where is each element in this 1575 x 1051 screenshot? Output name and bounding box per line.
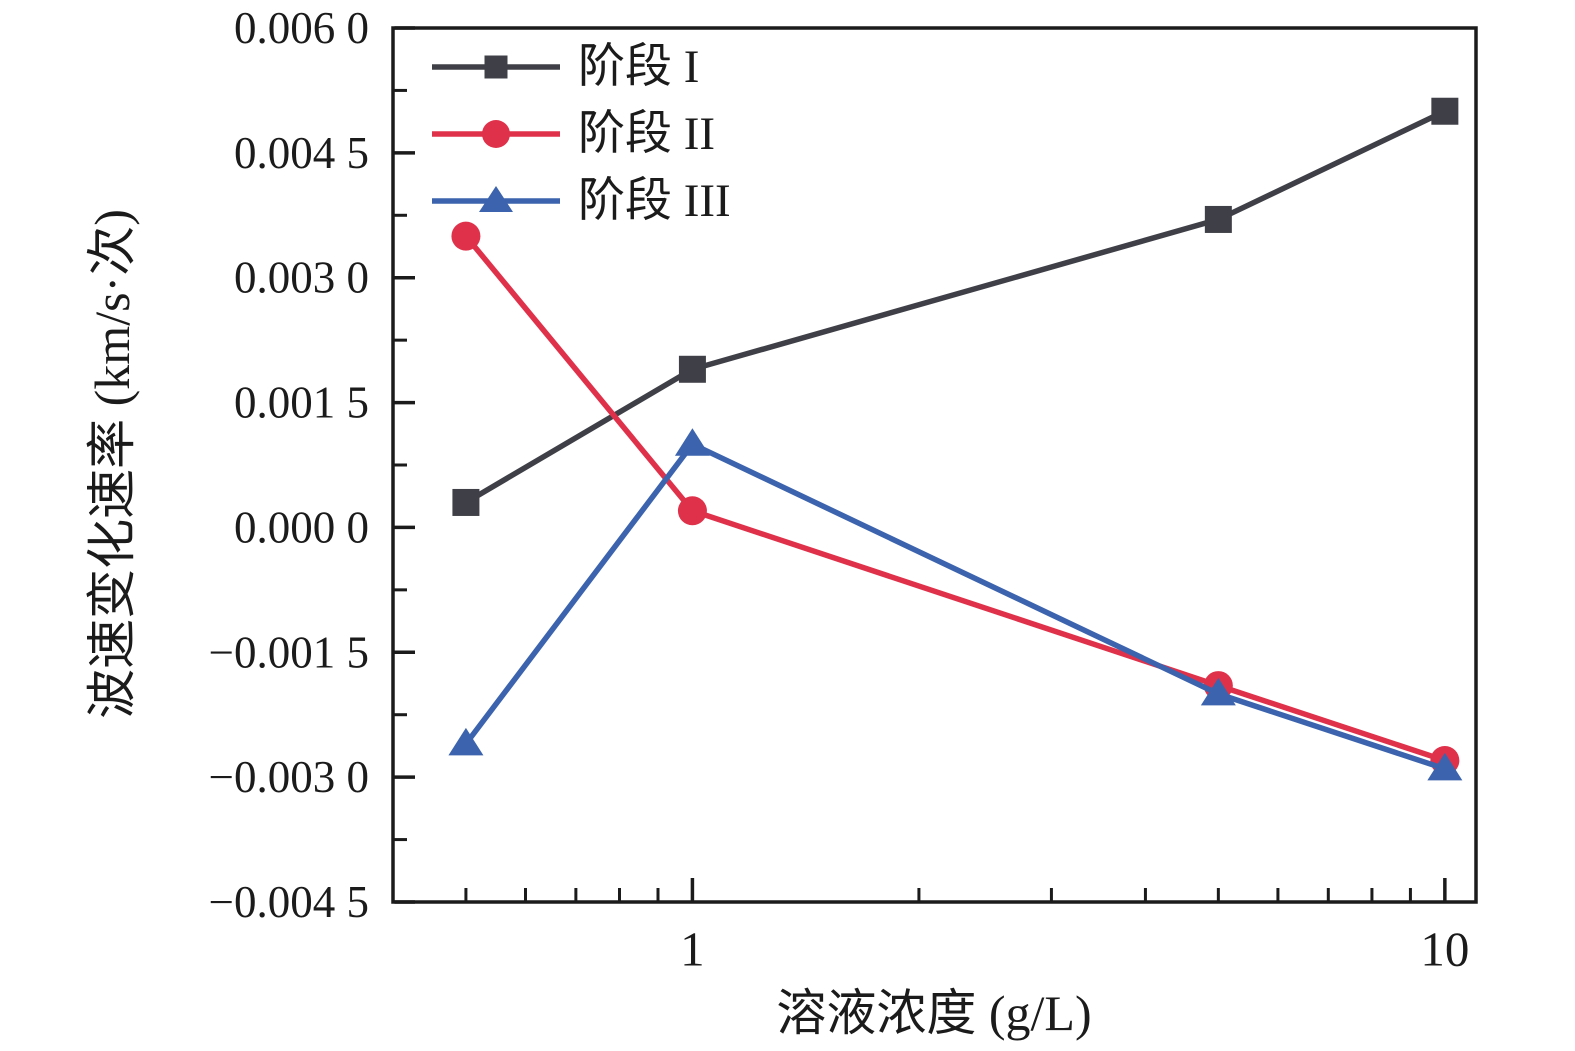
series-0-line [464,108,1447,505]
x-axis-title: 溶液浓度 (g/L) [776,985,1091,1041]
legend-label-2: 阶段 III [578,175,731,227]
series-0-square-marker [452,488,480,516]
x-tick-label: 1 [680,922,705,977]
series-0-square-marker [1431,97,1459,125]
y-axis-title: 波速变化速率 (km/s·次) [84,209,140,719]
y-tick-label: −0.003 0 [209,752,369,802]
x-tick-label: 10 [1420,922,1469,977]
series-1-line [463,234,1446,764]
series-2-triangle-marker [1427,752,1463,781]
series-0-square-marker [678,355,706,383]
series-1-circle-marker [451,221,481,251]
series-2-triangle-marker [674,428,710,456]
legend-label-1: 阶段 II [578,108,715,160]
series-2-triangle-marker [448,727,484,756]
y-tick-label: −0.004 5 [209,877,369,927]
y-tick-label: 0.006 0 [234,3,369,53]
plot-frame [391,26,1478,904]
series-2-line [463,440,1446,772]
y-tick-label: 0.004 5 [234,128,369,178]
series-legend-0-square-marker [484,55,508,79]
y-tick-label: 0.001 5 [234,378,369,428]
series-0-square-marker [1204,205,1232,233]
series-legend-1-circle-marker [482,120,510,148]
series-legend-2-triangle-marker [479,186,513,212]
y-tick-label: 0.000 0 [234,502,369,552]
series-2-triangle-marker [1200,677,1236,706]
legend-label-0: 阶段 I [578,41,699,93]
y-tick-label: 0.003 0 [234,253,369,303]
y-tick-label: −0.001 5 [209,627,369,677]
plot-area: 0.006 0 0.004 5 0.003 0 0.001 5 0.000 0 −0.00… [209,3,1478,977]
series-1-circle-marker [677,496,707,526]
